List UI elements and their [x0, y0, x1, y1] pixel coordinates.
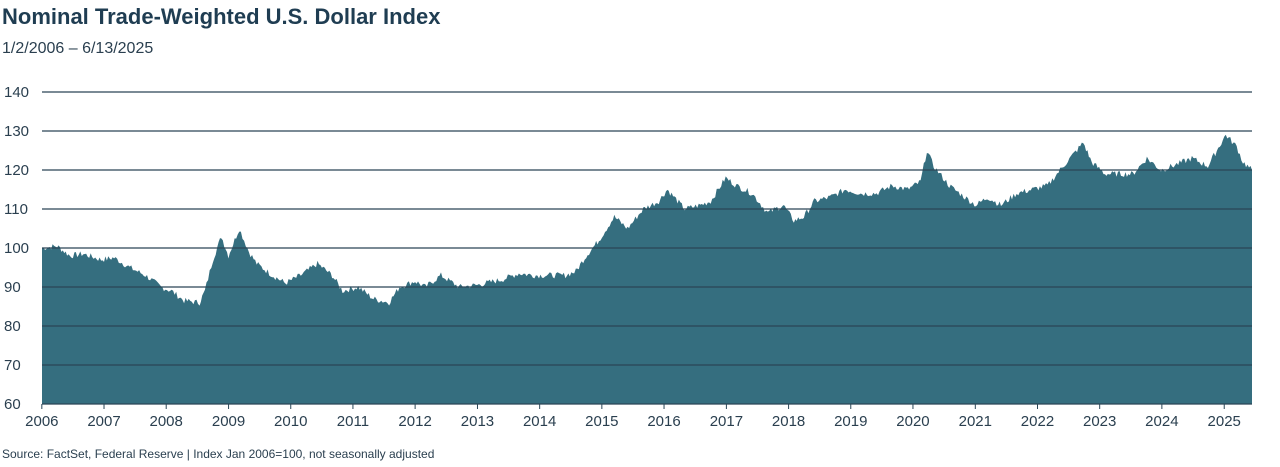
chart-subtitle: 1/2/2006 – 6/13/2025 — [2, 40, 154, 57]
grid-layer — [42, 91, 1252, 366]
x-tick-label: 2017 — [710, 413, 743, 430]
y-tick-label: 130 — [4, 123, 29, 140]
y-tick-label: 80 — [4, 318, 21, 335]
x-tick-label: 2014 — [523, 413, 556, 430]
x-tick-label: 2025 — [1208, 413, 1241, 430]
source-note: Source: FactSet, Federal Reserve | Index… — [2, 447, 435, 461]
x-tick-label: 2011 — [337, 413, 369, 430]
x-tick-label: 2022 — [1021, 413, 1054, 430]
x-tick-label: 2006 — [25, 413, 58, 430]
chart-title: Nominal Trade-Weighted U.S. Dollar Index — [2, 4, 441, 29]
series-area — [42, 134, 1252, 405]
y-tick-label: 90 — [4, 279, 21, 296]
y-tick-label: 100 — [4, 240, 29, 257]
x-tick-label: 2015 — [585, 413, 618, 430]
area-layer — [42, 134, 1252, 405]
x-tick-label: 2008 — [150, 413, 183, 430]
y-tick-label: 120 — [4, 162, 29, 179]
y-tick-label: 70 — [4, 357, 21, 374]
x-tick-label: 2018 — [772, 413, 805, 430]
y-tick-label: 60 — [4, 396, 21, 413]
y-tick-label: 140 — [4, 84, 29, 101]
x-axis: 2006 2007 2008 2009 2010 2011 2012 2013 2014 2015… — [25, 403, 1252, 430]
x-tick-label: 2013 — [461, 413, 494, 430]
x-tick-label: 2016 — [647, 413, 680, 430]
x-tick-label: 2010 — [274, 413, 307, 430]
x-tick-label: 2007 — [87, 413, 120, 430]
x-tick-label: 2020 — [896, 413, 929, 430]
x-tick-label: 2012 — [398, 413, 431, 430]
x-tick-label: 2024 — [1145, 413, 1178, 430]
x-tick-label: 2021 — [959, 413, 992, 430]
dollar-index-area-chart: 60 70 80 90 100 110 120 130 140 2006 2007 2008 2009… — [4, 84, 1252, 430]
y-tick-label: 110 — [4, 201, 28, 218]
x-tick-label: 2019 — [834, 413, 867, 430]
x-tick-label: 2009 — [212, 413, 245, 430]
x-tick-label: 2023 — [1083, 413, 1116, 430]
y-axis: 60 70 80 90 100 110 120 130 140 — [4, 84, 29, 413]
